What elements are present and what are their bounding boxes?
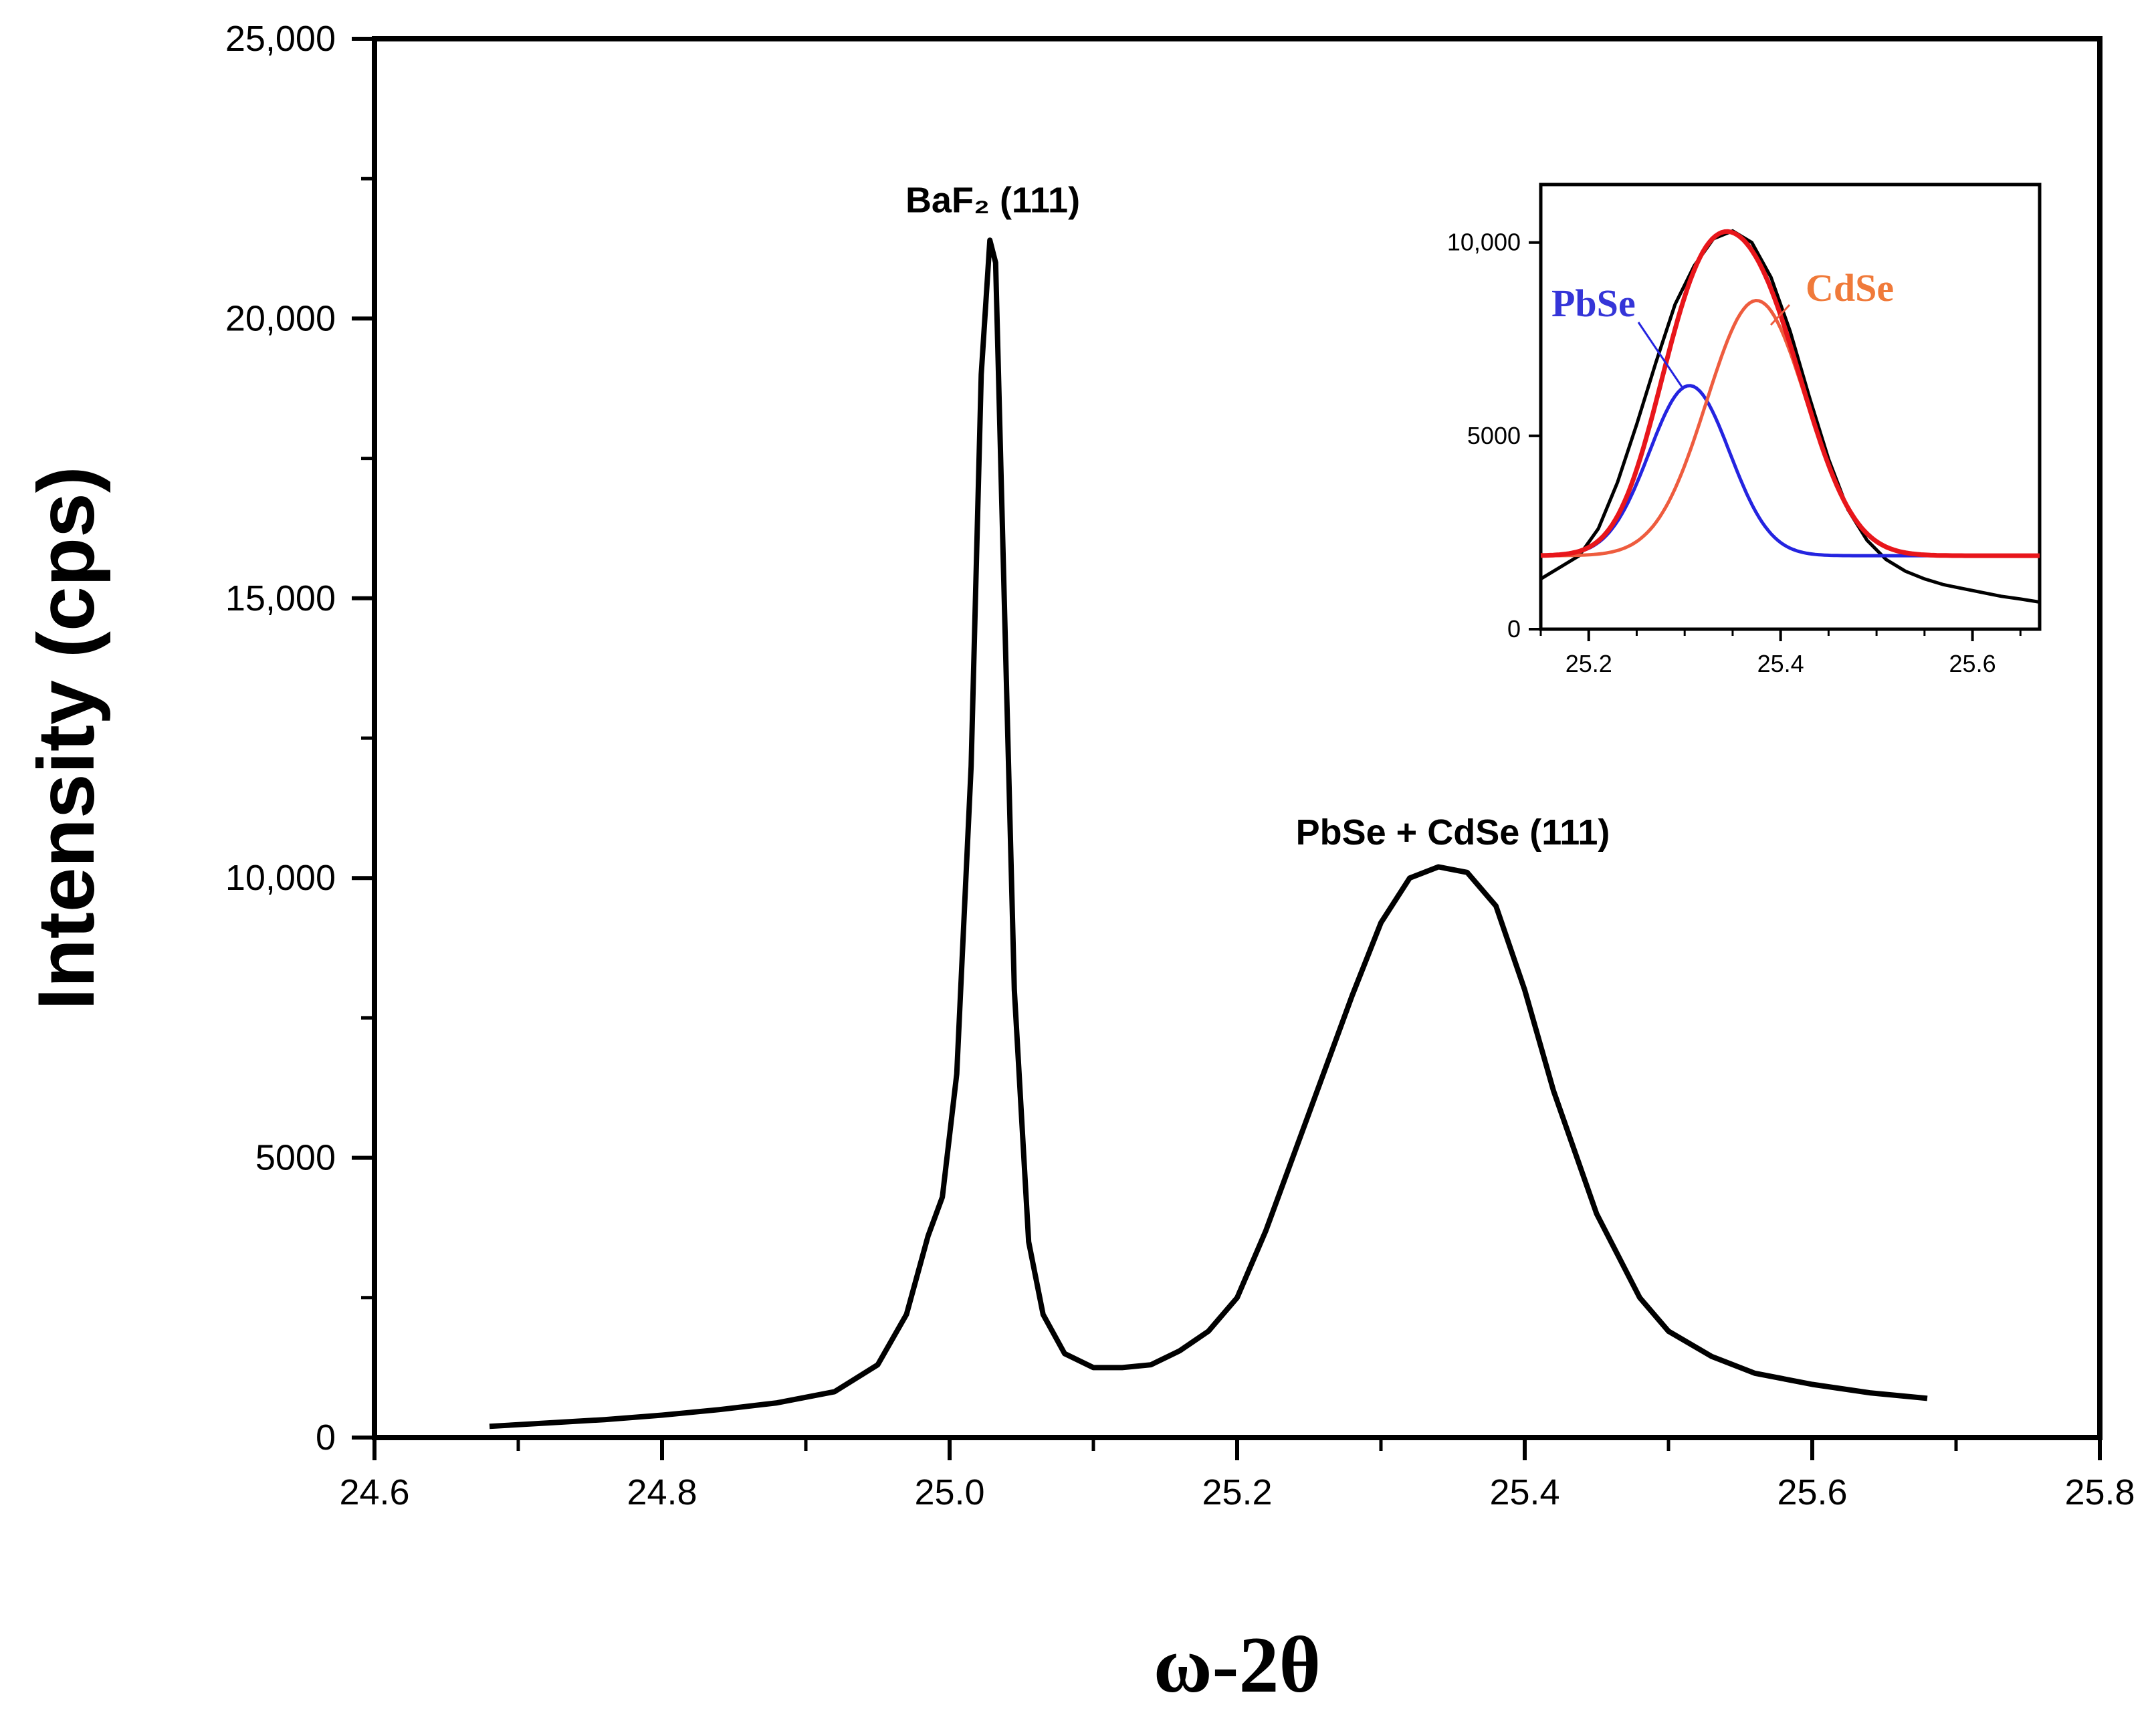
y-tick-label-0: 0: [316, 1417, 336, 1458]
inset-x-axis-ticks: 25.2 25.4 25.6: [1539, 629, 2022, 677]
inset-pbse-leader-line: [1637, 322, 1684, 388]
x-tick-label-25-6: 25.6: [1777, 1472, 1847, 1512]
y-tick-label-20-000: 20,000: [225, 298, 336, 338]
inset-x-tick-label-25-2: 25.2: [1566, 650, 1612, 677]
inset-chart: 25.2 25.4 25.6 0 5000 10,000 PbSe CdSe: [1447, 183, 2042, 677]
pbse-cdse-peak-label: PbSe + CdSe (111): [1296, 812, 1610, 852]
x-tick-label-24-6: 24.6: [339, 1472, 409, 1512]
inset-y-tick-label-10-000: 10,000: [1447, 229, 1521, 256]
x-axis-label: ω-2θ: [1154, 1620, 1321, 1709]
y-tick-label-15-000: 15,000: [225, 578, 336, 618]
inset-pbse-label: PbSe: [1551, 281, 1636, 325]
measured-series-line: [489, 237, 1928, 1430]
x-tick-label-25-8: 25.8: [2064, 1472, 2135, 1512]
y-tick-label-5000: 5000: [255, 1138, 336, 1178]
inset-x-tick-label-25-6: 25.6: [1949, 650, 1996, 677]
inset-frame: [1539, 183, 2042, 631]
x-tick-label-25-0: 25.0: [914, 1472, 984, 1512]
x-tick-label-24-8: 24.8: [627, 1472, 697, 1512]
inset-cdse-label: CdSe: [1806, 266, 1894, 310]
inset-y-tick-label-5000: 5000: [1467, 422, 1521, 449]
x-axis-ticks: 24.6 24.8 25.0 25.2 25.4 25.6 25.8: [339, 1438, 2135, 1512]
inset-y-axis-ticks: 0 5000 10,000: [1447, 229, 1541, 643]
inset-x-tick-label-25-4: 25.4: [1757, 650, 1804, 677]
y-tick-label-25-000: 25,000: [225, 19, 336, 59]
y-tick-label-10-000: 10,000: [225, 858, 336, 898]
y-axis-label: Intensity (cps): [21, 466, 111, 1010]
y-axis-ticks: 0 5000 10,000 15,000 20,000 25,000: [225, 19, 374, 1458]
x-tick-label-25-2: 25.2: [1202, 1472, 1272, 1512]
inset-cdse-leader-line: [1769, 304, 1791, 326]
inset-measured-line: [1539, 229, 2040, 604]
baf2-peak-label: BaF₂ (111): [905, 180, 1080, 220]
x-tick-label-25-4: 25.4: [1489, 1472, 1559, 1512]
inset-y-tick-label-0: 0: [1507, 615, 1521, 643]
inset-sum-fit-line: [1540, 229, 2040, 558]
